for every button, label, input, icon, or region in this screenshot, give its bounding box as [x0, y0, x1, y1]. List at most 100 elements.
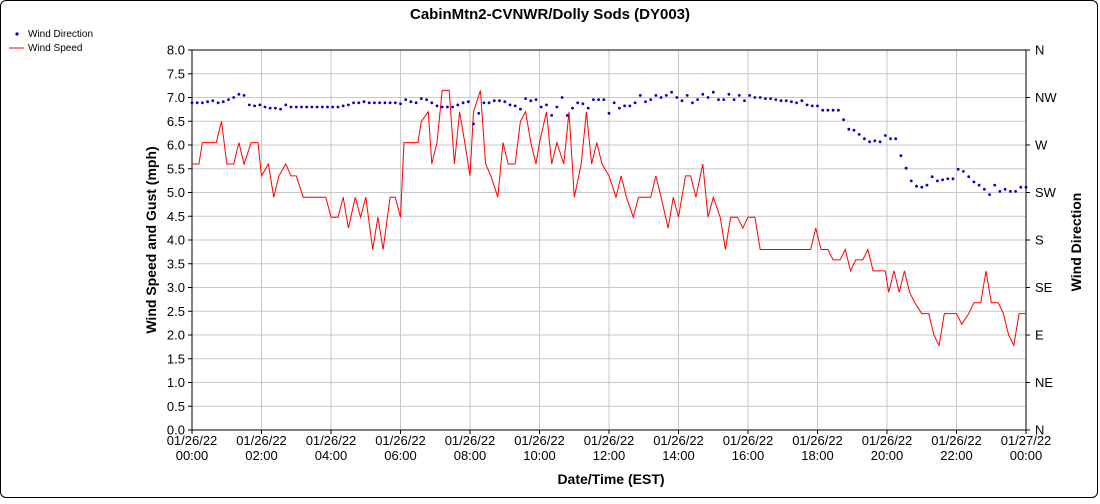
wind-direction-point: [711, 90, 715, 94]
wind-direction-point: [399, 102, 402, 106]
x-tick-date: 01/26/22: [514, 433, 565, 448]
wind-direction-point: [451, 105, 454, 109]
wind-direction-point: [216, 101, 220, 105]
wind-direction-point: [550, 114, 554, 117]
wind-direction-point: [654, 94, 658, 97]
wind-direction-point: [258, 103, 262, 107]
wind-direction-point: [972, 180, 976, 184]
wind-direction-point: [743, 99, 746, 103]
x-tick-time: 20:00: [871, 448, 904, 463]
x-tick-time: 22:00: [940, 448, 973, 463]
y2-tick-label: NW: [1035, 90, 1057, 105]
wind-direction-point: [1009, 190, 1012, 193]
wind-direction-point: [472, 122, 475, 126]
legend-wind-direction-label: Wind Direction: [28, 29, 93, 40]
wind-direction-point: [753, 96, 757, 99]
wind-direction-point: [1024, 185, 1028, 189]
y-tick-label: 4.0: [167, 233, 185, 248]
wind-direction-point: [534, 98, 538, 101]
y-tick-label: 3.0: [167, 280, 185, 295]
wind-direction-point: [232, 96, 236, 99]
wind-direction-point: [889, 137, 892, 141]
wind-direction-point: [612, 101, 616, 105]
y-tick-label: 0.0: [167, 423, 185, 438]
wind-direction-point: [602, 98, 606, 101]
chart-title: CabinMtn2-CVNWR/Dolly Sods (DY003): [410, 6, 690, 23]
wind-direction-point: [857, 133, 861, 136]
wind-direction-point: [868, 140, 871, 144]
x-tick-time: 14:00: [662, 448, 695, 463]
y2-tick-label: N: [1035, 43, 1044, 58]
wind-direction-point: [404, 98, 408, 101]
x-tick-date: 01/26/22: [862, 433, 913, 448]
wind-direction-point: [930, 175, 934, 179]
x-tick-date: 01/26/22: [584, 433, 635, 448]
wind-direction-point: [414, 101, 418, 105]
x-tick-date: 01/26/22: [653, 433, 704, 448]
wind-direction-point: [998, 190, 1002, 193]
wind-direction-point: [873, 139, 877, 143]
wind-direction-point: [863, 137, 866, 141]
y-tick-label: 5.5: [167, 161, 185, 176]
wind-direction-point: [227, 98, 230, 101]
wind-direction-point: [758, 96, 762, 99]
wind-direction-point: [633, 101, 637, 105]
wind-direction-point: [315, 105, 319, 109]
wind-direction-point: [571, 106, 574, 110]
wind-direction-point: [300, 105, 303, 109]
wind-direction-point: [435, 104, 439, 108]
wind-direction-point: [696, 98, 699, 101]
wind-direction-point: [649, 98, 653, 101]
wind-direction-point: [357, 101, 361, 105]
wind-direction-point: [962, 170, 965, 173]
wind-direction-point: [539, 105, 543, 109]
wind-direction-point: [821, 108, 825, 112]
wind-direction-point: [607, 111, 611, 115]
wind-direction-point: [492, 99, 496, 103]
y-tick-label: 3.5: [167, 256, 185, 271]
wind-direction-point: [393, 101, 397, 105]
wind-direction-point: [816, 104, 819, 108]
wind-direction-point: [545, 103, 548, 107]
y2-tick-label: SW: [1035, 185, 1057, 200]
wind-direction-point: [331, 105, 335, 109]
wind-direction-point: [555, 105, 559, 109]
wind-direction-point: [487, 101, 491, 105]
x-tick-time: 16:00: [732, 448, 765, 463]
wind-direction-point: [352, 101, 355, 105]
y-tick-label: 7.0: [167, 90, 185, 105]
wind-direction-point: [909, 179, 913, 183]
wind-direction-point: [498, 99, 501, 103]
wind-direction-point: [576, 101, 580, 105]
wind-direction-point: [628, 104, 632, 108]
y-tick-label: 0.5: [167, 399, 185, 414]
wind-direction-point: [206, 100, 210, 104]
wind-direction-point: [508, 103, 512, 107]
wind-direction-point: [717, 98, 720, 101]
x-tick-date: 01/26/22: [236, 433, 287, 448]
wind-direction-point: [946, 177, 950, 181]
wind-direction-point: [831, 108, 835, 112]
wind-direction-point: [482, 101, 486, 105]
wind-direction-point: [732, 98, 736, 101]
wind-direction-point: [883, 134, 887, 137]
x-tick-time: 00:00: [1010, 448, 1043, 463]
wind-direction-point: [347, 103, 350, 107]
y-tick-label: 2.5: [167, 304, 185, 319]
y2-tick-label: W: [1035, 138, 1048, 153]
wind-direction-point: [993, 183, 997, 187]
wind-direction-point: [904, 166, 908, 170]
wind-direction-point: [737, 94, 741, 97]
series-layer: [190, 89, 1028, 348]
wind-direction-point: [388, 101, 392, 105]
x-axis-label: Date/Time (EST): [557, 471, 664, 487]
y-tick-label: 6.5: [167, 114, 185, 129]
wind-direction-point: [837, 108, 840, 112]
legend-wind-speed-label: Wind Speed: [28, 43, 82, 54]
wind-direction-point: [294, 105, 298, 109]
y-tick-label: 1.5: [167, 351, 185, 366]
wind-direction-point: [899, 154, 903, 158]
wind-direction-point: [195, 101, 199, 105]
x-tick-time: 18:00: [801, 448, 834, 463]
wind-direction-point: [894, 137, 898, 141]
